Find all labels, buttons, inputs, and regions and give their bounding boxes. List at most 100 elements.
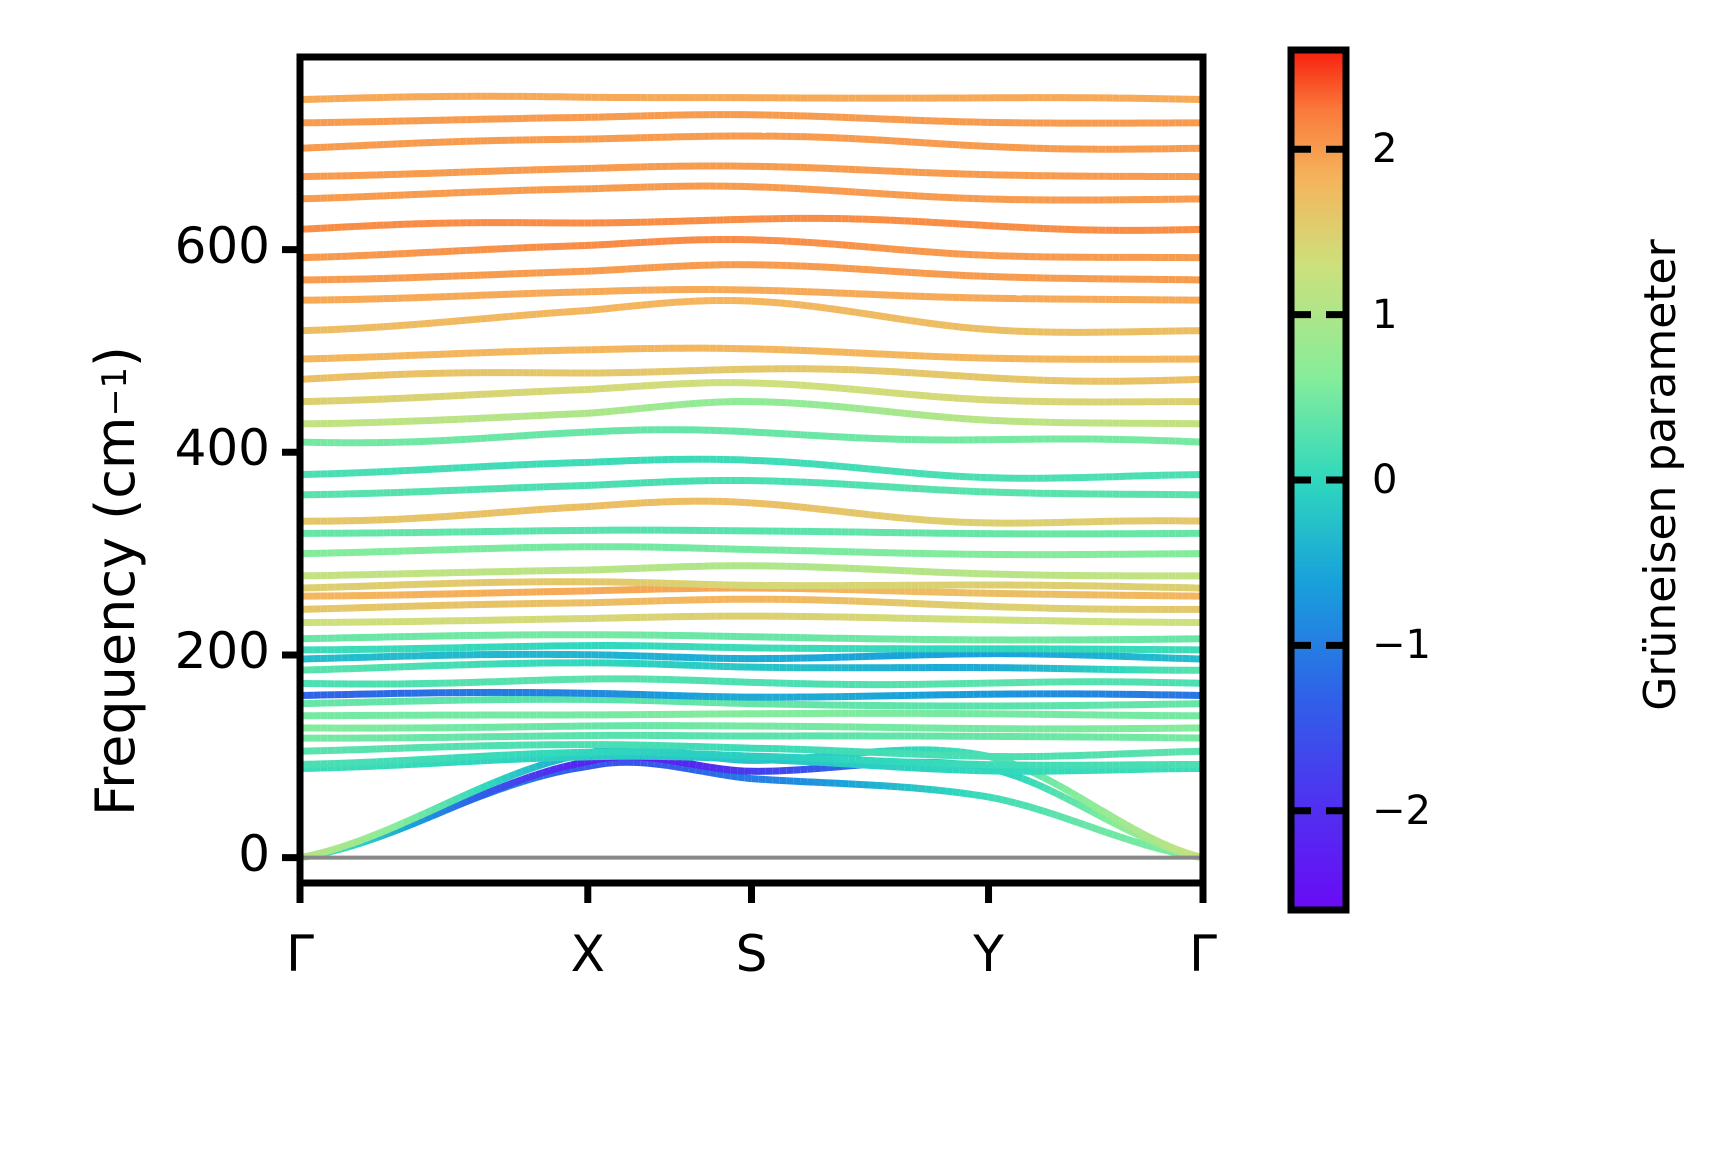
band-segment <box>535 310 544 318</box>
band-segment <box>1188 850 1198 860</box>
band-segment <box>681 764 690 773</box>
band-segment <box>501 508 509 516</box>
band-segment <box>744 774 752 783</box>
band-segment <box>897 468 905 476</box>
band-segment <box>785 300 794 308</box>
band-segment <box>584 306 593 315</box>
band-segment <box>1076 801 1087 812</box>
band-segment <box>910 515 919 523</box>
band-segment <box>438 318 447 326</box>
band-segment <box>834 402 843 411</box>
band-segment <box>1117 817 1129 829</box>
band-segment <box>451 794 462 804</box>
band-segment <box>993 794 1003 804</box>
band-segment <box>778 299 787 307</box>
band-segment <box>945 321 954 330</box>
band-segment <box>910 784 919 792</box>
band-segment <box>827 240 836 248</box>
band-segment <box>681 758 690 768</box>
band-segment <box>1139 840 1149 849</box>
band-segment <box>792 300 801 309</box>
band-segment <box>806 460 815 468</box>
band-segment <box>667 756 676 765</box>
band-segment <box>855 242 863 251</box>
band-segment <box>598 408 606 416</box>
band-segment <box>848 307 857 316</box>
band-segment <box>465 795 475 805</box>
band-segment <box>841 306 850 315</box>
band-segment <box>806 302 815 310</box>
band-segment <box>799 459 808 467</box>
band-segment <box>910 469 919 477</box>
band-segment <box>577 763 586 772</box>
band-segment <box>806 400 815 409</box>
band-segment <box>876 466 884 474</box>
band-segment <box>417 320 426 328</box>
band-segment <box>903 316 912 325</box>
band-segment <box>862 386 870 395</box>
band-segment <box>1069 816 1080 826</box>
band-lines-group <box>300 92 1203 862</box>
band-segment <box>480 509 488 518</box>
band-segment <box>521 773 531 783</box>
band-segment <box>368 831 378 841</box>
band-segment <box>431 319 440 327</box>
band-segment <box>452 317 461 325</box>
band-segment <box>375 828 385 838</box>
band-segment <box>1118 833 1128 843</box>
band-segment <box>917 784 926 793</box>
band-segment <box>1138 829 1150 840</box>
band-segment <box>1083 804 1094 815</box>
band-segment <box>841 241 850 249</box>
band-segment <box>515 311 523 320</box>
band-segment <box>778 501 787 510</box>
band-segment <box>486 779 496 789</box>
band-segment <box>514 776 524 786</box>
band-segment <box>848 241 856 250</box>
band-segment <box>889 314 898 323</box>
band-segment <box>667 298 676 307</box>
band-segment <box>827 383 836 392</box>
band-segment <box>848 385 856 393</box>
band-segment <box>820 383 829 391</box>
band-segment <box>904 390 912 399</box>
band-segment <box>966 790 975 799</box>
band-segment <box>785 502 794 510</box>
band-segment <box>354 836 364 846</box>
band-segment <box>445 317 454 326</box>
band-segment <box>563 765 572 775</box>
band-segment <box>834 305 843 314</box>
band-segment <box>959 414 968 423</box>
band-segment <box>493 776 503 786</box>
band-segment <box>1110 813 1122 825</box>
band-segment <box>890 389 898 397</box>
band-segment <box>1041 784 1052 794</box>
band-segment <box>813 382 822 391</box>
band-segment <box>883 407 891 416</box>
band-segment <box>855 308 864 317</box>
band-segment <box>487 509 495 517</box>
band-segment <box>549 309 558 317</box>
band-segment <box>1090 801 1101 812</box>
band-segment <box>640 759 648 767</box>
band-segment <box>667 762 676 771</box>
band-segment <box>1035 805 1045 815</box>
band-segment <box>765 500 773 508</box>
band-segment <box>799 503 808 512</box>
band-segment <box>395 819 406 829</box>
band-segment <box>1014 799 1024 809</box>
band-segment <box>459 316 468 325</box>
band-segment <box>716 770 725 779</box>
band-segment <box>848 404 857 412</box>
band-segment <box>1166 842 1177 853</box>
band-segment <box>841 508 850 516</box>
band-segment <box>1042 807 1052 817</box>
band-segment <box>605 304 613 313</box>
band-segment <box>1104 828 1114 838</box>
band-segment <box>897 514 905 522</box>
band-segment <box>403 321 412 329</box>
band-segment <box>966 324 975 332</box>
band-segment <box>549 765 558 774</box>
